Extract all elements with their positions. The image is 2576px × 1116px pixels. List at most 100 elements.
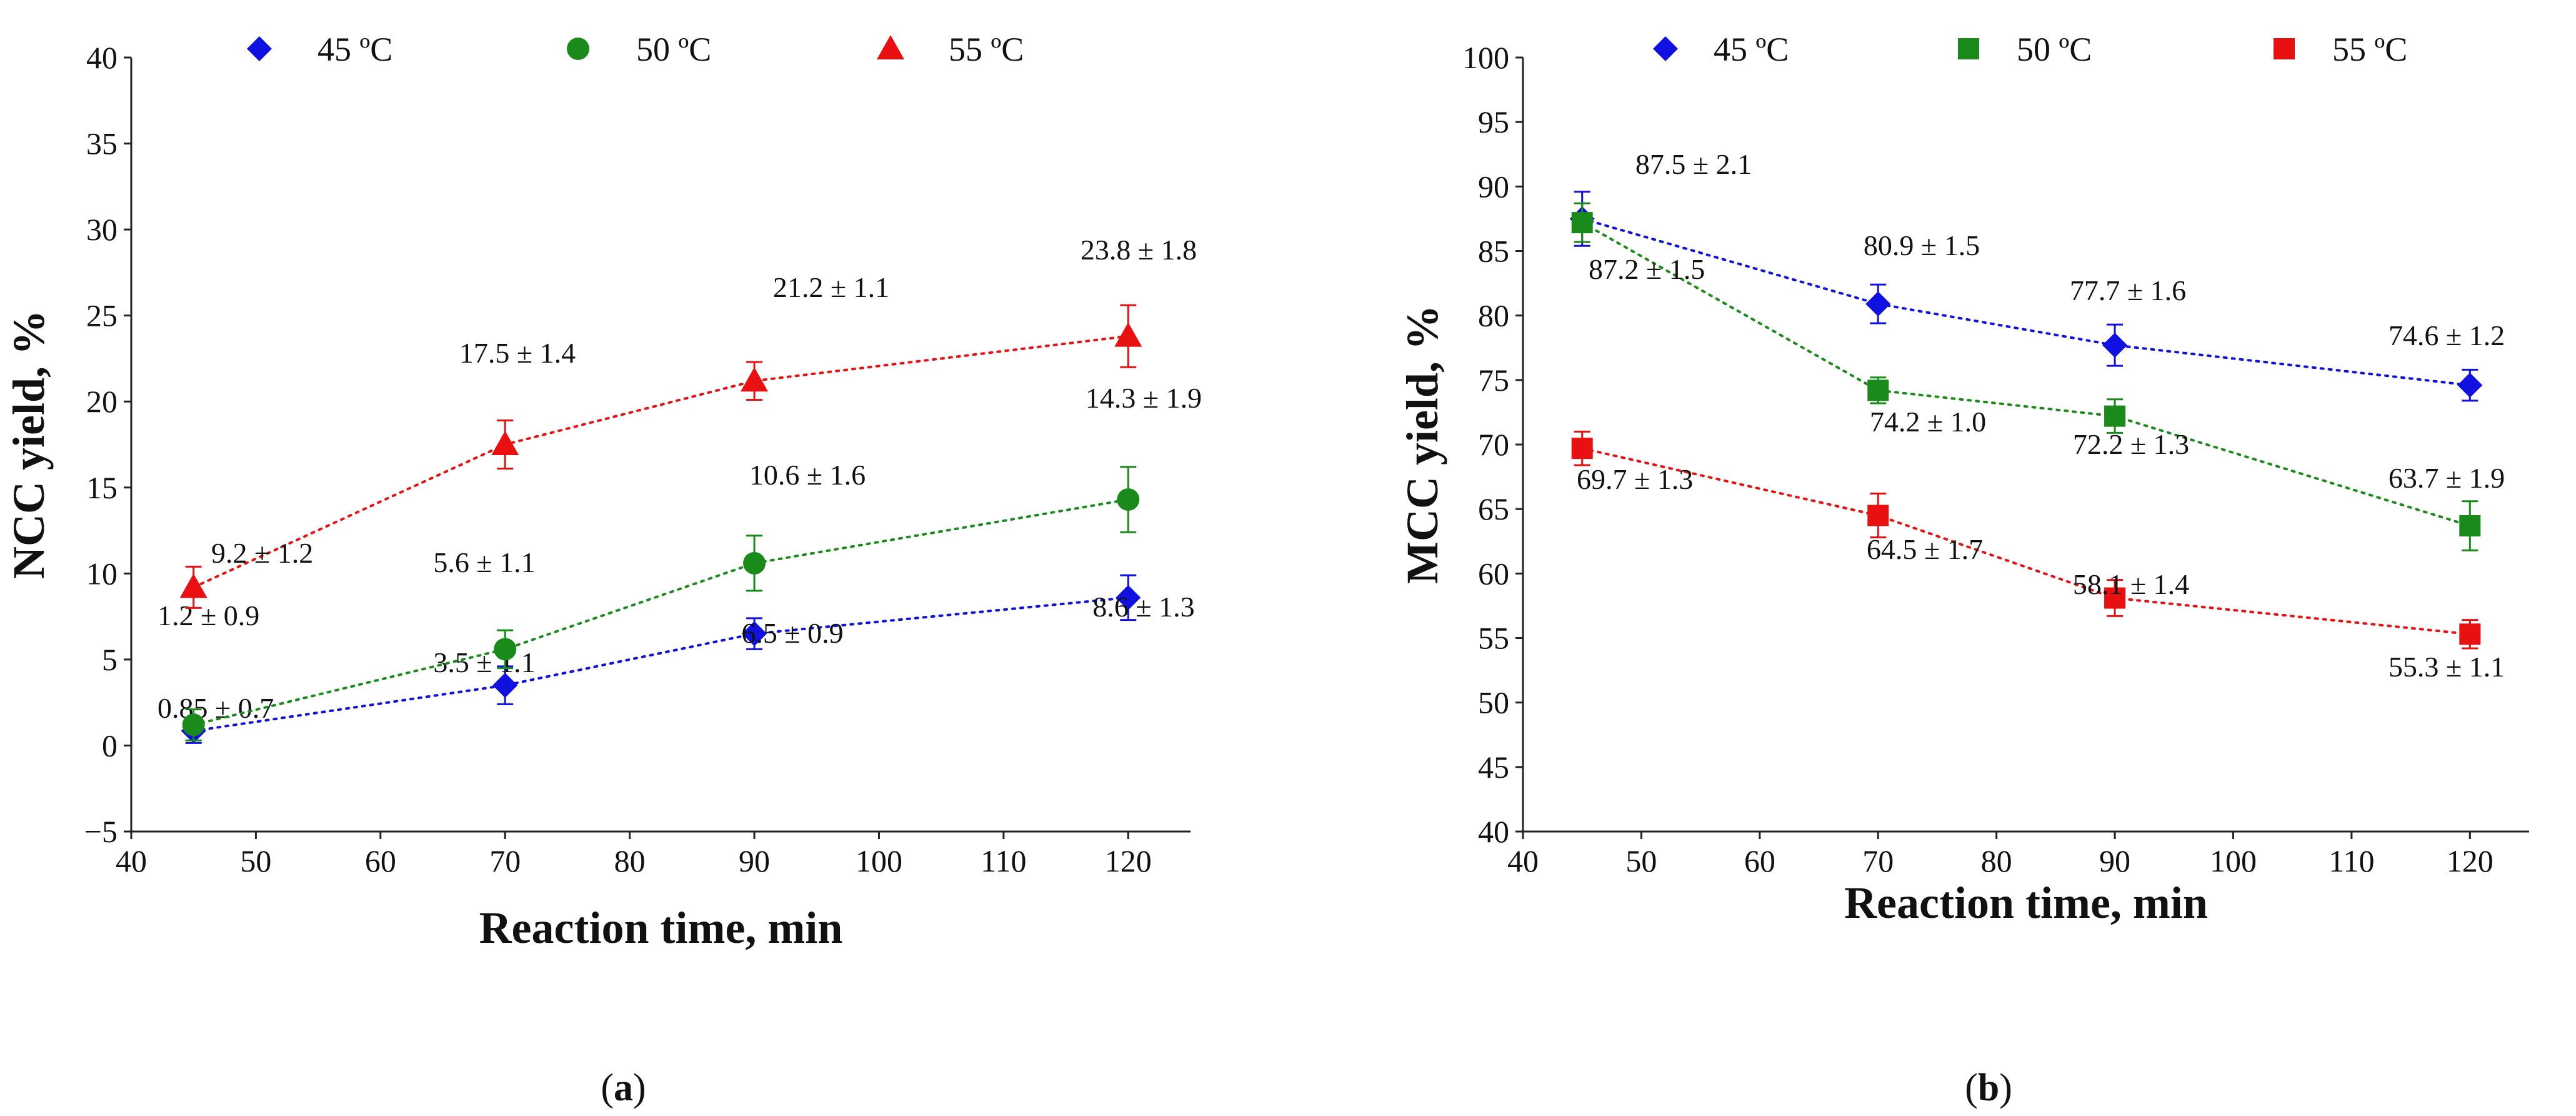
x-tick-label: 70 [1862,843,1894,878]
data-point [1571,212,1593,234]
x-tick-label: 80 [1981,843,2012,878]
series-line [1580,221,2472,527]
data-label: 0.85 ± 0.7 [157,692,274,724]
data-label: 74.6 ± 1.2 [2389,319,2505,351]
x-axis-title: Reaction time, min [1844,878,2208,928]
data-point [743,551,766,575]
legend-marker [567,38,589,60]
x-tick-label: 110 [981,843,1026,878]
y-tick-label: 60 [1478,556,1509,591]
y-tick-label: 5 [102,642,117,677]
data-point [2459,515,2481,536]
y-tick-label: 100 [1462,40,1509,75]
series-0: 0.85 ± 0.7 3.5 ± 1.1 6.5 ± 0.9 8.6 ± 1.3 [157,574,1195,744]
series-2: 9.2 ± 1.2 17.5 ± 1.4 21.2 ± 1.1 23.8 ± 1.8 [179,234,1197,609]
data-point [2102,333,2128,358]
series-line [192,596,1130,733]
data-point [1571,438,1593,460]
data-label: 72.2 ± 1.3 [2073,428,2189,460]
data-point [2459,623,2481,645]
data-point [1117,488,1140,511]
data-label: 1.2 ± 0.9 [157,600,259,631]
data-label: 21.2 ± 1.1 [773,271,889,303]
series-line [192,334,1130,589]
data-label: 64.5 ± 1.7 [1867,533,1983,565]
series-line [1580,217,2472,387]
data-label: 87.2 ± 1.5 [1589,253,1705,285]
data-label: 6.5 ± 0.9 [741,617,843,649]
data-label: 58.1 ± 1.4 [2073,568,2189,600]
data-label: 80.9 ± 1.5 [1864,229,1980,261]
legend-label: 45 ºC [1714,31,1789,68]
panel-caption: (a) [601,1067,646,1109]
data-point [2104,405,2126,427]
data-label: 8.6 ± 1.3 [1092,591,1194,623]
x-tick-label: 100 [2210,843,2257,878]
series-line [192,498,1130,726]
x-tick-label: 120 [2447,843,2494,878]
data-label: 77.7 ± 1.6 [2070,274,2186,306]
y-tick-label: 0 [102,728,117,763]
data-point [1867,505,1889,526]
data-label: 10.6 ± 1.6 [749,459,866,491]
legend-marker [877,35,904,59]
data-label: 74.2 ± 1.0 [1870,406,1986,438]
legend-marker [1653,36,1678,61]
data-label: 63.7 ± 1.9 [2389,462,2505,494]
y-tick-label: 20 [86,384,117,419]
data-label: 87.5 ± 2.1 [1635,148,1752,180]
x-tick-label: 50 [1625,843,1657,878]
y-tick-label: 45 [1478,750,1509,785]
series-0: 87.5 ± 2.1 80.9 ± 1.5 77.7 ± 1.6 74.6 ± 1.2 [1569,148,2505,402]
legend-label: 50 ºC [2017,31,2092,68]
x-tick-label: 70 [489,843,521,878]
data-label: 69.7 ± 1.3 [1577,463,1693,495]
y-tick-label: 40 [1478,814,1509,849]
data-label: 3.5 ± 1.1 [433,646,535,678]
data-point [741,367,769,392]
data-point [182,713,205,736]
y-tick-label: 10 [86,556,117,591]
x-tick-label: 40 [116,843,147,878]
y-tick-label: 40 [86,40,117,75]
legend-label: 55 ºC [2332,31,2407,68]
data-label: 55.3 ± 1.1 [2389,651,2505,683]
y-tick-label: 85 [1478,234,1509,269]
data-label: 9.2 ± 1.2 [211,537,313,569]
data-point [1865,291,1891,317]
legend: 45 ºC 50 ºC 55 ºC [247,31,1024,68]
legend-marker [2274,38,2295,59]
y-tick-label: 25 [86,298,117,333]
y-tick-label: 90 [1478,169,1509,204]
x-tick-label: 80 [614,843,646,878]
series-1: 1.2 ± 0.9 5.6 ± 1.1 10.6 ± 1.6 14.3 ± 1.9 [157,382,1202,741]
x-tick-label: 100 [856,843,902,878]
panel-b-mcc-yield-chart: 40 45 50 55 60 65 70 75 80 85 90 95 100 40 50 60 70 80 90 1… [1397,31,2529,1109]
panel-a-ncc-yield-chart: −5 0 5 10 15 20 25 30 35 40 40 50 60 70 80 90 100 110 120 R… [4,31,1202,1109]
x-tick-label: 110 [2329,843,2374,878]
y-tick-label: 80 [1478,298,1509,333]
data-point [2104,587,2126,609]
legend-label: 55 ºC [949,31,1024,68]
y-tick-label: 30 [86,212,117,247]
x-axis-title: Reaction time, min [479,903,843,953]
x-tick-label: 60 [365,843,396,878]
data-label: 5.6 ± 1.1 [433,546,535,578]
y-axis-title: MCC yield, % [1397,305,1447,584]
data-point [1114,322,1142,347]
series-1: 87.2 ± 1.5 74.2 ± 1.0 72.2 ± 1.3 63.7 ± 1.9 [1571,202,2505,551]
series-2: 69.7 ± 1.3 64.5 ± 1.7 58.1 ± 1.4 55.3 ± 1.1 [1571,430,2505,683]
data-point [491,431,519,455]
y-tick-label: 70 [1478,427,1509,462]
x-tick-label: 50 [240,843,271,878]
data-point [1116,585,1141,610]
legend-label: 50 ºC [636,31,711,68]
y-axis-title: NCC yield, % [4,310,54,579]
data-point [742,621,767,646]
data-point [179,573,207,598]
data-point [1867,380,1889,401]
data-point [2457,373,2483,398]
legend-marker [247,36,272,61]
x-tick-label: 40 [1507,843,1539,878]
